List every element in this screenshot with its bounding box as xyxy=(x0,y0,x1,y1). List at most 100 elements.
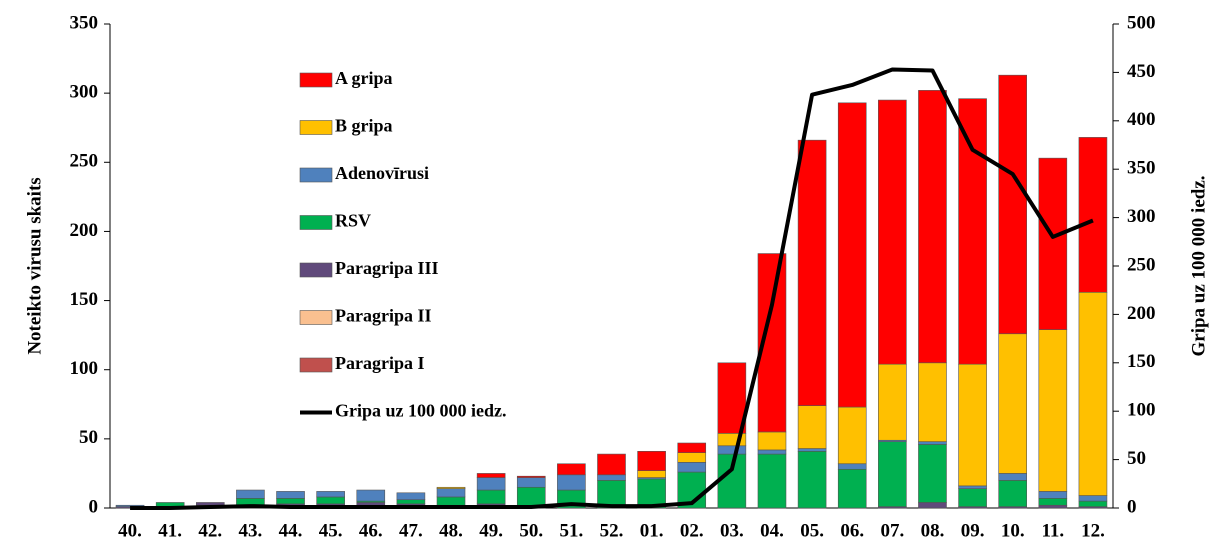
bar-segment xyxy=(797,405,827,449)
bar-segment xyxy=(236,489,265,499)
legend-label: A gripa xyxy=(335,68,393,88)
y-axis-label: Noteikto virusu skaits xyxy=(24,177,45,354)
bar-segment xyxy=(757,431,787,451)
y-tick-label: 200 xyxy=(70,220,99,241)
x-tick-label: 04. xyxy=(760,520,784,541)
bar-segment xyxy=(878,363,907,441)
bar-segment xyxy=(557,463,586,476)
x-tick-label: 51. xyxy=(560,520,584,541)
legend-label: Paragripa III xyxy=(335,258,439,278)
y-tick-label: 350 xyxy=(70,12,99,33)
legend-label: Paragripa I xyxy=(335,353,425,373)
bar-segment xyxy=(276,498,305,505)
bar-segment xyxy=(797,139,827,406)
y-tick-label: 50 xyxy=(79,427,98,448)
y-tick-label: 0 xyxy=(89,496,99,517)
x-tick-label: 12. xyxy=(1081,520,1105,541)
bar-segment xyxy=(1078,495,1108,502)
legend-label: B gripa xyxy=(335,116,393,136)
x-tick-label: 01. xyxy=(640,520,664,541)
legend-swatch xyxy=(299,357,333,373)
bar-segment xyxy=(998,473,1028,481)
x-tick-label: 46. xyxy=(359,520,383,541)
bar-segment xyxy=(757,453,787,509)
bar-segment xyxy=(396,492,426,501)
bar-segment xyxy=(597,480,626,509)
legend-label: RSV xyxy=(335,211,371,231)
bar-segment xyxy=(476,473,506,478)
x-tick-label: 52. xyxy=(600,520,624,541)
bar-segment xyxy=(837,468,867,509)
bar-segment xyxy=(1078,137,1108,293)
bar-segment xyxy=(878,99,907,365)
legend-swatch xyxy=(299,215,333,230)
bar-segment xyxy=(918,441,947,445)
x-tick-label: 41. xyxy=(158,520,182,541)
y-tick-label: 100 xyxy=(70,358,99,379)
bar-segment xyxy=(1038,504,1068,509)
line-series xyxy=(130,67,1094,510)
bar-segment xyxy=(356,489,386,502)
x-tick-label: 06. xyxy=(840,520,864,541)
y-tick-label: 300 xyxy=(70,82,99,103)
bar-segment xyxy=(436,496,466,506)
y2-tick-label: 350 xyxy=(1127,158,1156,179)
bar-segment xyxy=(918,444,947,503)
x-tick-label: 49. xyxy=(479,520,503,541)
bar-segment xyxy=(677,452,707,463)
bar-segment xyxy=(998,480,1028,507)
bar-segment xyxy=(878,441,907,507)
bar-segment xyxy=(476,477,506,491)
y2-tick-label: 300 xyxy=(1127,206,1156,227)
bar-segment xyxy=(516,475,546,478)
bar-segment xyxy=(1038,329,1068,492)
bar-segment xyxy=(757,449,787,455)
bar-segment xyxy=(316,496,345,505)
bar-segment xyxy=(837,406,867,465)
x-tick-label: 50. xyxy=(519,520,543,541)
x-tick-label: 43. xyxy=(239,520,263,541)
bar-segment xyxy=(316,491,345,498)
legend-label: Gripa uz 100 000 iedz. xyxy=(335,401,507,421)
x-tick-label: 02. xyxy=(680,520,704,541)
legend-swatch xyxy=(299,167,333,183)
bar-segment xyxy=(958,363,987,487)
y2-tick-label: 250 xyxy=(1127,254,1156,275)
y2-axis-label: Gripa uz 100 000 iedz. xyxy=(1188,175,1209,356)
x-tick-label: 10. xyxy=(1001,520,1025,541)
y2-tick-label: 150 xyxy=(1127,351,1156,372)
x-tick-label: 07. xyxy=(880,520,904,541)
bar-segment xyxy=(637,470,666,478)
legend-swatch xyxy=(299,262,333,278)
bar-segment xyxy=(918,90,947,364)
bar-segment xyxy=(597,474,626,481)
x-tick-label: 47. xyxy=(399,520,423,541)
bar-segment xyxy=(436,488,466,498)
legend-swatch xyxy=(299,72,333,88)
bar-segment xyxy=(918,502,947,509)
bar-segment xyxy=(717,362,747,434)
y2-tick-label: 200 xyxy=(1127,303,1156,324)
bar-segment xyxy=(1038,157,1068,330)
legend-swatch xyxy=(299,310,333,325)
bar-segment xyxy=(276,491,305,499)
bar-segment xyxy=(1078,500,1108,507)
y2-tick-label: 50 xyxy=(1127,448,1146,469)
bar-segment xyxy=(797,451,827,509)
legend-label: Adenovīrusi xyxy=(335,163,429,183)
x-tick-label: 44. xyxy=(279,520,303,541)
y-tick-label: 150 xyxy=(70,289,99,310)
x-tick-label: 48. xyxy=(439,520,463,541)
y2-tick-label: 400 xyxy=(1127,109,1156,130)
bar-segment xyxy=(637,451,666,471)
legend-swatch xyxy=(299,120,333,135)
bar-segment xyxy=(1038,498,1068,506)
bar-segment xyxy=(677,462,707,473)
bar-segment xyxy=(958,485,987,489)
bar-segment xyxy=(998,333,1028,474)
bar-segment xyxy=(516,477,546,488)
x-tick-label: 40. xyxy=(118,520,142,541)
bar-segment xyxy=(958,98,987,365)
bar-segment xyxy=(597,453,626,476)
y2-tick-label: 450 xyxy=(1127,61,1156,82)
